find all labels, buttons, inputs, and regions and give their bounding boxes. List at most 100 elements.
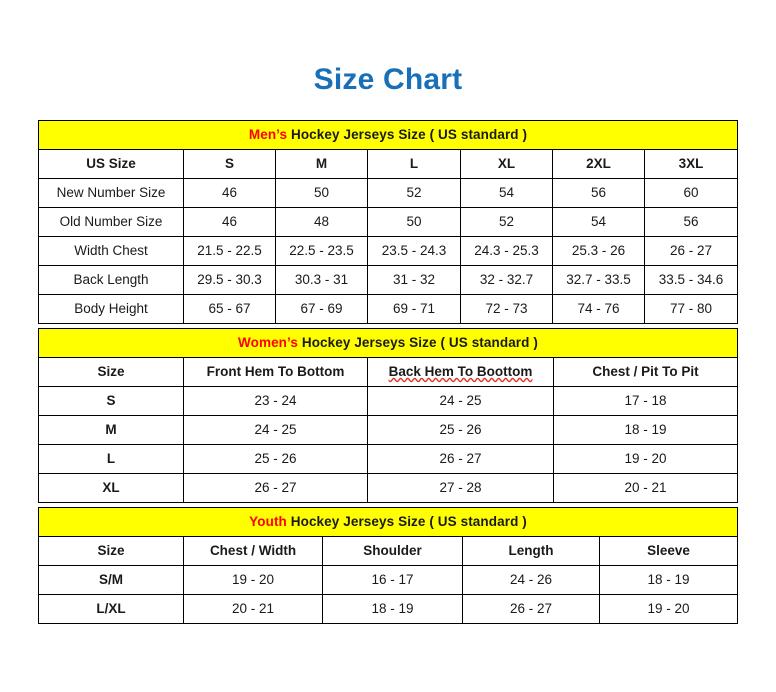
mens-row-label: Back Length [38,265,184,295]
table-row: XL 26 - 27 27 - 28 20 - 21 [38,473,738,503]
table-cell: 32 - 32.7 [460,265,553,295]
mens-row-label: Width Chest [38,236,184,266]
youth-size-table: Youth Hockey Jerseys Size ( US standard … [37,507,739,624]
womens-col-header: Chest / Pit To Pit [553,357,738,387]
page-title: Size Chart [313,63,463,96]
table-cell: 60 [644,178,738,208]
youth-col-header: Size [38,536,184,566]
mens-row-label: Body Height [38,294,184,324]
table-row: Back Length 29.5 - 30.3 30.3 - 31 31 - 3… [38,265,738,295]
table-cell: 56 [644,207,738,237]
table-cell: 26 - 27 [462,594,600,624]
table-cell: 25.3 - 26 [552,236,645,266]
womens-banner-accent: Women’s [238,335,298,350]
table-row: L/XL 20 - 21 18 - 19 26 - 27 19 - 20 [38,594,739,624]
mens-section-banner: Men’s Hockey Jerseys Size ( US standard … [38,120,738,150]
table-cell: 26 - 27 [367,444,554,474]
table-cell: 21.5 - 22.5 [183,236,276,266]
table-cell: 69 - 71 [367,294,461,324]
womens-row-label: S [38,386,184,416]
table-cell: 18 - 19 [598,565,739,595]
womens-row-label: L [38,444,184,474]
womens-col-header: Front Hem To Bottom [183,357,368,387]
womens-section-banner: Women’s Hockey Jerseys Size ( US standar… [38,328,738,358]
table-cell: 23.5 - 24.3 [367,236,461,266]
youth-header-row: Size Chest / Width Shoulder Length Sleev… [38,536,739,566]
table-cell: 52 [460,207,553,237]
mens-size-table: Men’s Hockey Jerseys Size ( US standard … [38,120,738,324]
womens-banner-row: Women’s Hockey Jerseys Size ( US standar… [38,328,738,358]
youth-banner-rest: Hockey Jerseys Size ( US standard ) [286,514,527,529]
table-cell: 56 [552,178,645,208]
mens-col-header: M [275,149,368,179]
table-cell: 46 [183,207,276,237]
table-row: L 25 - 26 26 - 27 19 - 20 [38,444,738,474]
table-cell: 17 - 18 [553,386,738,416]
table-cell: 54 [552,207,645,237]
table-cell: 16 - 17 [322,565,463,595]
mens-row-label: New Number Size [38,178,184,208]
table-row: S/M 19 - 20 16 - 17 24 - 26 18 - 19 [38,565,739,595]
table-cell: 26 - 27 [644,236,738,266]
mens-col-header: 2XL [552,149,645,179]
table-cell: 67 - 69 [275,294,368,324]
table-cell: 26 - 27 [183,473,368,503]
womens-row-label: XL [38,473,184,503]
youth-col-header: Length [462,536,600,566]
womens-banner-rest: Hockey Jerseys Size ( US standard ) [298,335,538,350]
table-cell: 18 - 19 [553,415,738,445]
table-cell: 19 - 20 [598,594,739,624]
table-cell: 27 - 28 [367,473,554,503]
table-cell: 74 - 76 [552,294,645,324]
mens-banner-rest: Hockey Jerseys Size ( US standard ) [287,127,528,142]
table-row: M 24 - 25 25 - 26 18 - 19 [38,415,738,445]
table-cell: 20 - 21 [553,473,738,503]
mens-banner-row: Men’s Hockey Jerseys Size ( US standard … [38,120,738,150]
table-row: Old Number Size 46 48 50 52 54 56 [38,207,738,237]
table-row: New Number Size 46 50 52 54 56 60 [38,178,738,208]
table-cell: 18 - 19 [322,594,463,624]
table-cell: 19 - 20 [553,444,738,474]
table-cell: 72 - 73 [460,294,553,324]
table-cell: 46 [183,178,276,208]
table-cell: 54 [460,178,553,208]
mens-col-header: 3XL [644,149,738,179]
mens-col-header: S [183,149,276,179]
table-cell: 25 - 26 [367,415,554,445]
mens-col-header: US Size [38,149,184,179]
table-cell: 20 - 21 [183,594,323,624]
table-cell: 50 [367,207,461,237]
table-cell: 22.5 - 23.5 [275,236,368,266]
table-cell: 24 - 25 [183,415,368,445]
youth-banner-accent: Youth [249,514,287,529]
table-cell: 29.5 - 30.3 [183,265,276,295]
youth-col-header: Sleeve [598,536,739,566]
table-cell: 23 - 24 [183,386,368,416]
womens-row-label: M [38,415,184,445]
table-cell: 77 - 80 [644,294,738,324]
mens-col-header: XL [460,149,553,179]
mens-header-row: US Size S M L XL 2XL 3XL [38,149,738,179]
womens-col-header-misspelled: Back Hem To Boottom [367,357,554,387]
table-row: Width Chest 21.5 - 22.5 22.5 - 23.5 23.5… [38,236,738,266]
size-chart-tables: Men’s Hockey Jerseys Size ( US standard … [37,120,739,624]
misspelled-text: Back Hem To Boottom [388,364,533,379]
table-cell: 65 - 67 [183,294,276,324]
table-cell: 24 - 25 [367,386,554,416]
table-row: S 23 - 24 24 - 25 17 - 18 [38,386,738,416]
youth-row-label: L/XL [38,594,184,624]
table-cell: 24.3 - 25.3 [460,236,553,266]
womens-col-header: Size [38,357,184,387]
youth-col-header: Chest / Width [183,536,323,566]
table-cell: 48 [275,207,368,237]
table-cell: 32.7 - 33.5 [552,265,645,295]
table-row: Body Height 65 - 67 67 - 69 69 - 71 72 -… [38,294,738,324]
youth-row-label: S/M [38,565,184,595]
youth-section-banner: Youth Hockey Jerseys Size ( US standard … [37,507,739,537]
table-cell: 30.3 - 31 [275,265,368,295]
womens-size-table: Women’s Hockey Jerseys Size ( US standar… [38,328,738,503]
table-cell: 24 - 26 [462,565,600,595]
table-cell: 25 - 26 [183,444,368,474]
womens-header-row: Size Front Hem To Bottom Back Hem To Boo… [38,357,738,387]
